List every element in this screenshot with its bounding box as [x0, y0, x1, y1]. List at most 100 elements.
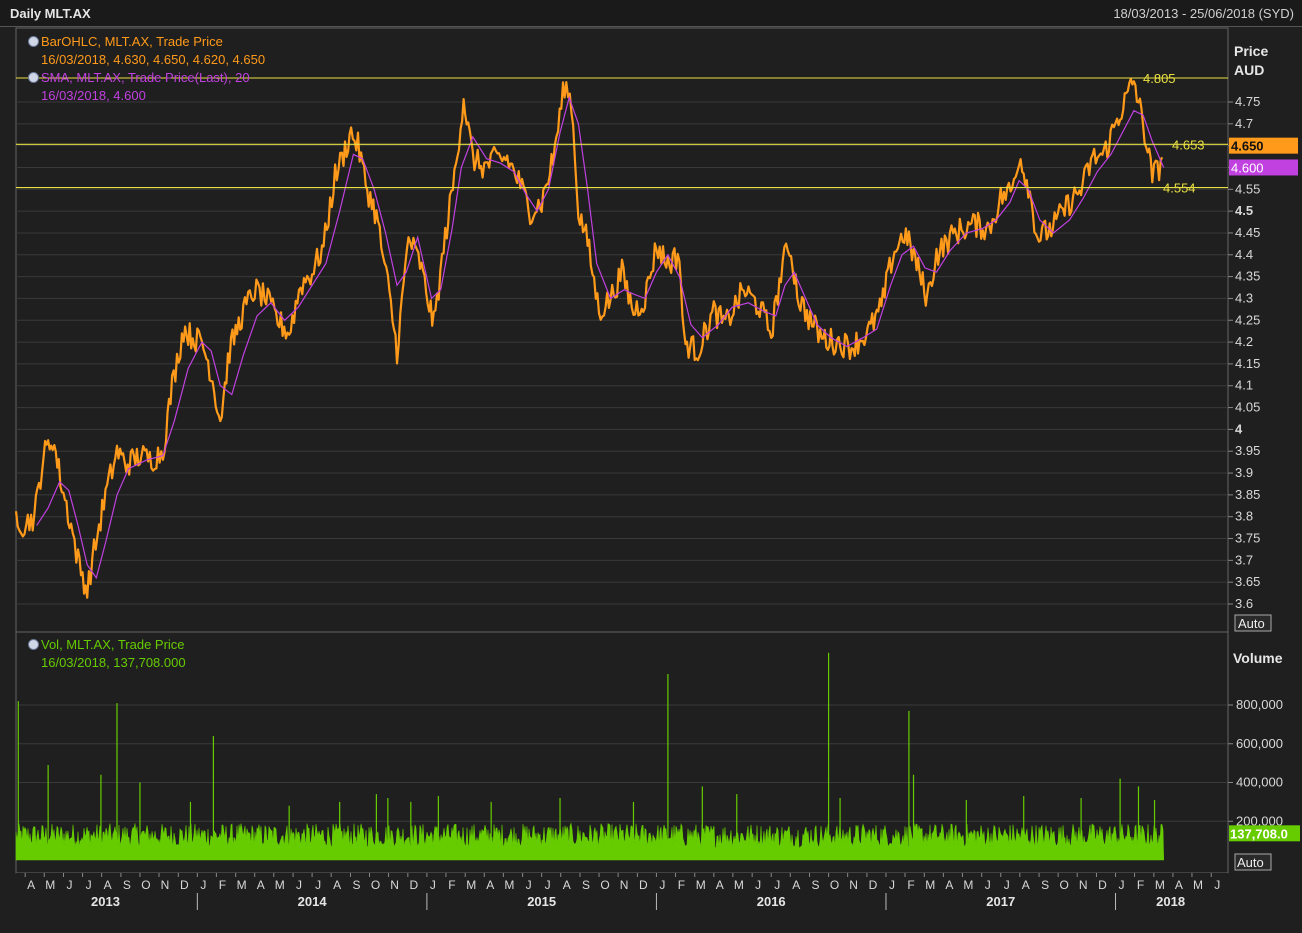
month-label: J: [67, 878, 73, 892]
last-volume-badge-label: 137,708.0: [1230, 826, 1288, 841]
month-label: F: [907, 878, 914, 892]
month-label: M: [696, 878, 706, 892]
price-tick-label: 4.35: [1235, 269, 1260, 284]
month-label: S: [352, 878, 360, 892]
month-label: J: [774, 878, 780, 892]
price-tick-label: 3.95: [1235, 443, 1260, 458]
x-axis-band: [16, 873, 1228, 933]
volume-tick-label: 200,000: [1236, 813, 1283, 828]
price-tick-label: 3.85: [1235, 487, 1260, 502]
price-tick-label: 4: [1235, 421, 1243, 436]
legend-info-icon[interactable]: [28, 72, 39, 83]
month-label: J: [1214, 878, 1220, 892]
year-label: 2013: [91, 894, 120, 909]
month-label: S: [812, 878, 820, 892]
legend-info-icon[interactable]: [28, 36, 39, 47]
month-label: D: [639, 878, 648, 892]
last-price-badge-label: 4.650: [1231, 139, 1264, 154]
month-label: N: [849, 878, 858, 892]
last-volume-badge: [1229, 825, 1300, 842]
price-auto-label: Auto: [1238, 616, 1265, 631]
month-label: A: [1022, 878, 1030, 892]
price-panel: [15, 27, 1229, 633]
month-label: A: [333, 878, 341, 892]
year-label: 2017: [986, 894, 1015, 909]
ohlc-legend-label: BarOHLC, MLT.AX, Trade Price: [41, 34, 223, 49]
last-sma-badge: [1229, 159, 1298, 176]
month-label: J: [315, 878, 321, 892]
price-tick-label: 3.8: [1235, 509, 1253, 524]
volume-tick-label: 400,000: [1236, 775, 1283, 790]
month-label: A: [563, 878, 571, 892]
chart-title: Daily MLT.AX: [10, 6, 91, 21]
volume-auto-label: Auto: [1237, 855, 1264, 870]
month-label: J: [296, 878, 302, 892]
month-label: J: [526, 878, 532, 892]
month-label: M: [1155, 878, 1165, 892]
month-label: S: [123, 878, 131, 892]
price-axis-unit: AUD: [1234, 62, 1264, 78]
month-label: J: [755, 878, 761, 892]
month-label: O: [1059, 878, 1068, 892]
month-label: A: [716, 878, 724, 892]
horizontal-line-label: 4.554: [1163, 181, 1196, 196]
legend-info-icon[interactable]: [28, 639, 39, 650]
month-label: D: [180, 878, 189, 892]
month-label: M: [734, 878, 744, 892]
month-label: J: [889, 878, 895, 892]
month-label: J: [659, 878, 665, 892]
price-series-line: [14, 77, 1164, 599]
month-label: J: [430, 878, 436, 892]
month-label: A: [792, 878, 800, 892]
price-tick-label: 4.1: [1235, 378, 1253, 393]
price-tick-label: 4.45: [1235, 225, 1260, 240]
month-label: M: [963, 878, 973, 892]
price-tick-label: 3.65: [1235, 574, 1260, 589]
price-tick-label: 4.3: [1235, 290, 1253, 305]
price-tick-label: 4.55: [1235, 181, 1260, 196]
month-label: J: [545, 878, 551, 892]
price-tick-label: 4.4: [1235, 247, 1253, 262]
volume-tick-label: 600,000: [1236, 736, 1283, 751]
month-label: M: [1193, 878, 1203, 892]
month-label: M: [504, 878, 514, 892]
month-label: S: [582, 878, 590, 892]
month-label: D: [409, 878, 418, 892]
title-bar: Daily MLT.AX 18/03/2013 - 25/06/2018 (SY…: [0, 0, 1302, 27]
month-label: F: [219, 878, 226, 892]
year-label: 2016: [757, 894, 786, 909]
month-label: N: [161, 878, 170, 892]
year-label: 2015: [527, 894, 556, 909]
month-label: M: [237, 878, 247, 892]
month-label: N: [620, 878, 629, 892]
month-label: O: [830, 878, 839, 892]
price-tick-label: 4.25: [1235, 312, 1260, 327]
month-label: A: [1175, 878, 1183, 892]
month-label: A: [27, 878, 35, 892]
volume-auto-button[interactable]: [1234, 853, 1272, 871]
price-axis-title: Price: [1234, 43, 1268, 59]
month-label: A: [257, 878, 265, 892]
month-label: D: [1098, 878, 1107, 892]
sma-legend-values: 16/03/2018, 4.600: [41, 88, 146, 103]
price-tick-label: 3.6: [1235, 596, 1253, 611]
vol-legend-values: 16/03/2018, 137,708.000: [41, 655, 186, 670]
price-auto-button[interactable]: [1234, 614, 1272, 632]
price-tick-label: 3.7: [1235, 552, 1253, 567]
volume-bars: [15, 822, 1165, 861]
last-sma-badge-label: 4.600: [1231, 160, 1264, 175]
month-label: J: [86, 878, 92, 892]
sma-legend-label: SMA, MLT.AX, Trade Price(Last), 20: [41, 70, 250, 85]
volume-axis-title: Volume: [1233, 650, 1283, 666]
month-label: J: [1119, 878, 1125, 892]
volume-tick-label: 800,000: [1236, 697, 1283, 712]
sma-series-line: [36, 95, 1165, 580]
year-label: 2018: [1156, 894, 1185, 909]
horizontal-line-label: 4.805: [1143, 71, 1176, 86]
month-label: F: [678, 878, 685, 892]
month-label: J: [1004, 878, 1010, 892]
price-tick-label: 4.75: [1235, 94, 1260, 109]
month-label: M: [925, 878, 935, 892]
